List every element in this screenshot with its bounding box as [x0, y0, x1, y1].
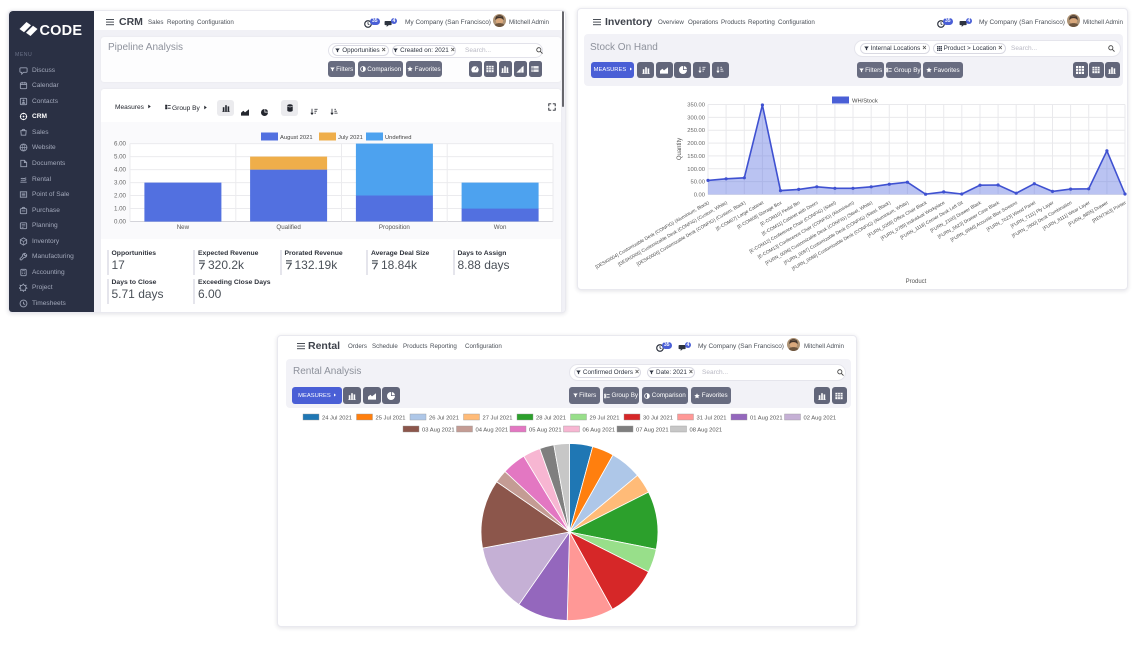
svg-text:July 2021: July 2021 — [338, 135, 363, 141]
svg-text:350.00: 350.00 — [687, 103, 705, 109]
svg-text:3.00: 3.00 — [114, 180, 127, 187]
svg-text:4.00: 4.00 — [114, 167, 127, 174]
svg-text:0.00: 0.00 — [694, 193, 705, 199]
svg-text:Qualified: Qualified — [276, 224, 301, 231]
svg-text:03 Aug 2021: 03 Aug 2021 — [422, 428, 455, 434]
svg-text:06 Aug 2021: 06 Aug 2021 — [583, 428, 616, 434]
svg-text:01 Aug 2021: 01 Aug 2021 — [750, 416, 783, 422]
svg-text:[DESK0005] Customizable Desk (: [DESK0005] Customizable Desk (CONFIG) (C… — [617, 200, 728, 267]
svg-text:Quantity: Quantity — [677, 138, 683, 160]
svg-text:30 Jul 2021: 30 Jul 2021 — [643, 416, 673, 422]
svg-text:50.00: 50.00 — [690, 180, 705, 186]
svg-text:Undefined: Undefined — [385, 135, 411, 141]
svg-text:250.00: 250.00 — [687, 128, 705, 134]
svg-text:300.00: 300.00 — [687, 115, 705, 121]
svg-text:[RENT303] Printer: [RENT303] Printer — [1091, 200, 1127, 224]
svg-text:08 Aug 2021: 08 Aug 2021 — [690, 428, 723, 434]
svg-text:5.00: 5.00 — [114, 154, 127, 161]
svg-text:150.00: 150.00 — [687, 154, 705, 160]
svg-text:1.00: 1.00 — [114, 206, 127, 213]
svg-text:29 Jul 2021: 29 Jul 2021 — [590, 416, 620, 422]
svg-text:07 Aug 2021: 07 Aug 2021 — [636, 428, 669, 434]
svg-text:02 Aug 2021: 02 Aug 2021 — [804, 416, 837, 422]
svg-text:100.00: 100.00 — [687, 167, 705, 173]
svg-text:WH/Stock: WH/Stock — [852, 99, 878, 105]
svg-text:24 Jul 2021: 24 Jul 2021 — [322, 416, 352, 422]
svg-text:August 2021: August 2021 — [280, 135, 313, 141]
svg-text:25 Jul 2021: 25 Jul 2021 — [376, 416, 406, 422]
svg-text:Proposition: Proposition — [379, 224, 411, 231]
svg-text:Product: Product — [906, 279, 927, 285]
svg-text:05 Aug 2021: 05 Aug 2021 — [529, 428, 562, 434]
svg-text:04 Aug 2021: 04 Aug 2021 — [476, 428, 509, 434]
svg-text:28 Jul 2021: 28 Jul 2021 — [536, 416, 566, 422]
svg-text:Won: Won — [494, 224, 507, 231]
svg-text:0.00: 0.00 — [114, 219, 127, 226]
svg-text:2.00: 2.00 — [114, 193, 127, 200]
svg-text:200.00: 200.00 — [687, 141, 705, 147]
svg-text:31 Jul 2021: 31 Jul 2021 — [697, 416, 727, 422]
svg-text:New: New — [177, 224, 190, 231]
svg-text:6.00: 6.00 — [114, 141, 127, 148]
svg-text:27 Jul 2021: 27 Jul 2021 — [483, 416, 513, 422]
svg-text:26 Jul 2021: 26 Jul 2021 — [429, 416, 459, 422]
